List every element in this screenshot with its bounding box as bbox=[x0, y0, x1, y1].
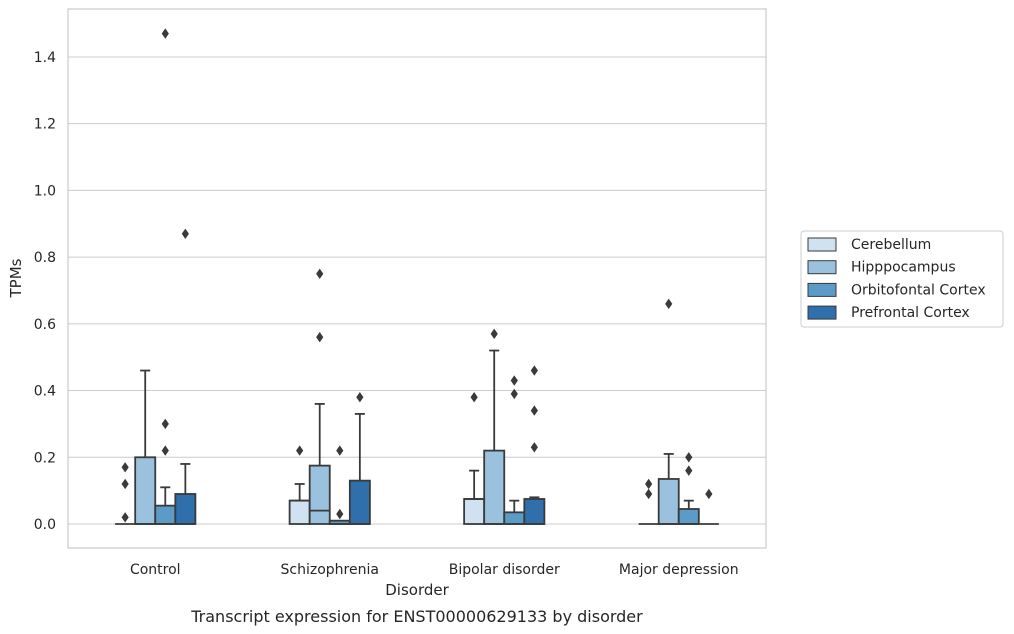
chart-caption: Transcript expression for ENST0000062913… bbox=[190, 607, 643, 626]
y-tick-label: 1.0 bbox=[34, 183, 56, 199]
x-axis-title: Disorder bbox=[385, 581, 449, 599]
outlier-point bbox=[161, 445, 169, 456]
box-body bbox=[134, 456, 157, 525]
y-tick-label: 0.0 bbox=[34, 517, 56, 533]
x-tick-label: Major depression bbox=[619, 562, 739, 578]
legend-frame bbox=[800, 230, 1004, 328]
y-tick-label: 1.2 bbox=[34, 117, 56, 133]
outlier-point bbox=[665, 298, 673, 310]
outlier-point bbox=[510, 375, 518, 386]
box-prefrontal-cortex bbox=[348, 392, 371, 525]
y-axis-title: TPMs bbox=[7, 258, 25, 298]
box-cerebellum bbox=[638, 478, 659, 525]
outlier-point bbox=[510, 388, 518, 400]
outlier-point bbox=[121, 478, 129, 490]
y-tick-label: 0.2 bbox=[34, 450, 56, 466]
outlier-point bbox=[645, 488, 653, 500]
box-body bbox=[154, 504, 177, 525]
outlier-point bbox=[181, 228, 189, 239]
box-orbitofontal-cortex bbox=[154, 28, 177, 525]
box-hipppocampus bbox=[134, 369, 157, 525]
outlier-point bbox=[121, 462, 129, 473]
box-orbitofontal-cortex bbox=[677, 452, 700, 525]
box-body bbox=[503, 511, 526, 525]
box-cerebellum bbox=[288, 445, 311, 525]
outlier-point bbox=[645, 478, 653, 490]
outlier-point bbox=[161, 418, 169, 430]
x-tick-labels: Control Schizophrenia Bipolar disorder Majo… bbox=[130, 562, 739, 578]
box-hipppocampus bbox=[657, 298, 680, 525]
y-tick-label: 0.8 bbox=[34, 250, 56, 266]
outlier-point bbox=[530, 442, 538, 453]
outlier-point bbox=[530, 405, 538, 416]
box-prefrontal-cortex bbox=[174, 228, 197, 525]
legend-label: Prefrontal Cortex bbox=[851, 305, 970, 321]
box-body bbox=[288, 499, 311, 525]
plot-background bbox=[68, 9, 766, 548]
legend-label: Cerebellum bbox=[851, 237, 931, 253]
box-hipppocampus bbox=[308, 268, 331, 525]
outlier-point bbox=[685, 452, 693, 463]
outlier-point bbox=[685, 465, 693, 476]
x-tick-label: Control bbox=[130, 562, 181, 578]
box-orbitofontal-cortex bbox=[503, 375, 526, 525]
outlier-point bbox=[161, 28, 169, 39]
outlier-point bbox=[336, 508, 344, 520]
box-body bbox=[463, 498, 486, 525]
legend: Cerebellum Hipppocampus Orbitofontal Corte… bbox=[800, 230, 1004, 328]
outlier-point bbox=[121, 512, 129, 523]
legend-swatch bbox=[807, 282, 837, 297]
box-prefrontal-cortex bbox=[523, 365, 546, 525]
box-body bbox=[657, 478, 680, 525]
outlier-point bbox=[356, 392, 364, 403]
outlier-point bbox=[530, 365, 538, 376]
outlier-point bbox=[296, 445, 304, 456]
outlier-point bbox=[705, 488, 713, 500]
legend-swatch bbox=[807, 305, 837, 320]
y-tick-label: 0.4 bbox=[34, 384, 56, 400]
box-body bbox=[483, 449, 506, 525]
box-prefrontal-cortex bbox=[698, 488, 719, 525]
outlier-point bbox=[336, 445, 344, 456]
box-body bbox=[348, 479, 371, 525]
y-tick-label: 0.6 bbox=[34, 317, 56, 333]
box-groups bbox=[115, 28, 719, 525]
box-body bbox=[677, 508, 700, 525]
legend-label: Orbitofontal Cortex bbox=[851, 282, 986, 298]
legend-swatch bbox=[807, 237, 837, 252]
outlier-point bbox=[316, 331, 324, 343]
y-gridlines bbox=[68, 56, 766, 525]
outlier-point bbox=[316, 268, 324, 279]
legend-swatch bbox=[807, 260, 837, 275]
box-body bbox=[308, 464, 331, 525]
legend-label: Hipppocampus bbox=[851, 260, 956, 276]
box-hipppocampus bbox=[483, 328, 506, 525]
box-cerebellum bbox=[115, 462, 136, 525]
y-tick-label: 1.4 bbox=[34, 50, 56, 66]
outlier-point bbox=[470, 392, 478, 403]
x-tick-label: Schizophrenia bbox=[281, 562, 379, 578]
y-tick-labels: 0.0 0.2 0.4 0.6 0.8 1.0 1.2 1.4 bbox=[34, 50, 56, 533]
x-tick-label: Bipolar disorder bbox=[449, 562, 560, 578]
outlier-point bbox=[490, 328, 498, 340]
plot-frame bbox=[67, 8, 767, 549]
box-body bbox=[174, 493, 197, 525]
box-body bbox=[523, 498, 546, 525]
